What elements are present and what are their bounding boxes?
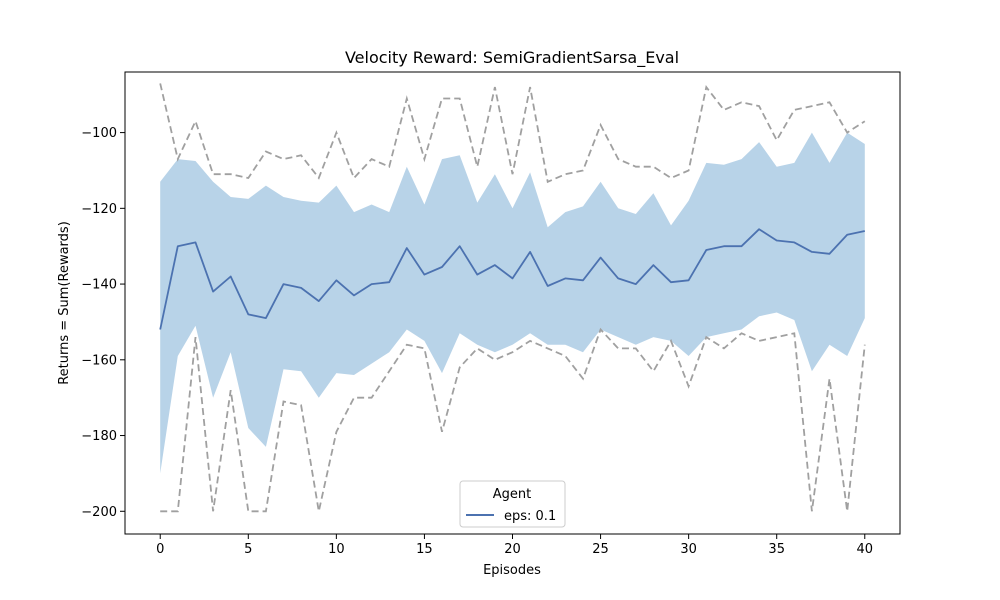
confidence-band-layer	[160, 132, 865, 474]
confidence-band	[160, 132, 865, 474]
chart-title: Velocity Reward: SemiGradientSarsa_Eval	[345, 48, 679, 68]
y-axis-label: Returns = Sum(Rewards)	[57, 221, 72, 385]
plot-area	[124, 71, 901, 535]
x-tick-label: 20	[504, 542, 521, 557]
x-tick-label: 25	[592, 542, 609, 557]
y-tick-label: −100	[81, 126, 117, 141]
legend-title: Agent	[493, 487, 531, 502]
x-tick-label: 40	[856, 542, 873, 557]
x-tick-label: 15	[416, 542, 433, 557]
y-tick-label: −160	[81, 353, 117, 368]
legend: Agent eps: 0.1	[459, 480, 566, 528]
min-dashed-line	[160, 327, 866, 513]
min-max-layer	[159, 83, 866, 513]
x-tick-label: 30	[680, 542, 697, 557]
x-tick-label: 35	[768, 542, 785, 557]
x-tick-label: 0	[156, 542, 164, 557]
y-tick-label: −140	[81, 278, 117, 293]
y-tick-label: −200	[81, 505, 117, 520]
x-tick-label: 10	[328, 542, 345, 557]
y-axis-ticks: −200 −180 −160 −140 −120 −100	[81, 126, 125, 520]
x-axis-ticks: 0 5 10 15 20 25 30 35 40	[156, 534, 873, 557]
legend-item-label: eps: 0.1	[504, 509, 556, 524]
mean-line-layer	[159, 228, 865, 330]
max-dashed-line	[159, 83, 866, 184]
y-tick-label: −120	[81, 202, 117, 217]
series-line-eps-0.1	[159, 228, 865, 330]
x-tick-label: 5	[244, 542, 252, 557]
x-axis-label: Episodes	[483, 563, 541, 578]
y-tick-label: −180	[81, 429, 117, 444]
